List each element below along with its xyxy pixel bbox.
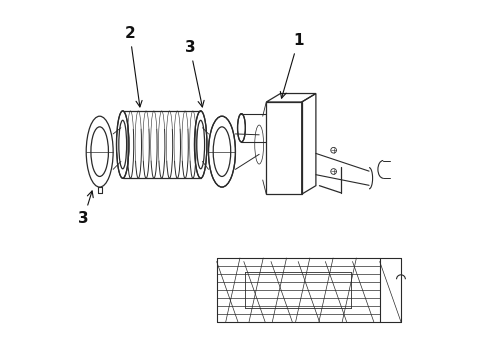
Text: 1: 1 <box>280 33 303 98</box>
Text: 2: 2 <box>124 26 142 107</box>
Ellipse shape <box>208 116 235 187</box>
Ellipse shape <box>117 111 129 178</box>
Text: 3: 3 <box>185 40 204 107</box>
Ellipse shape <box>195 111 207 178</box>
Text: 3: 3 <box>78 191 93 225</box>
Ellipse shape <box>255 125 264 164</box>
Ellipse shape <box>238 114 245 142</box>
